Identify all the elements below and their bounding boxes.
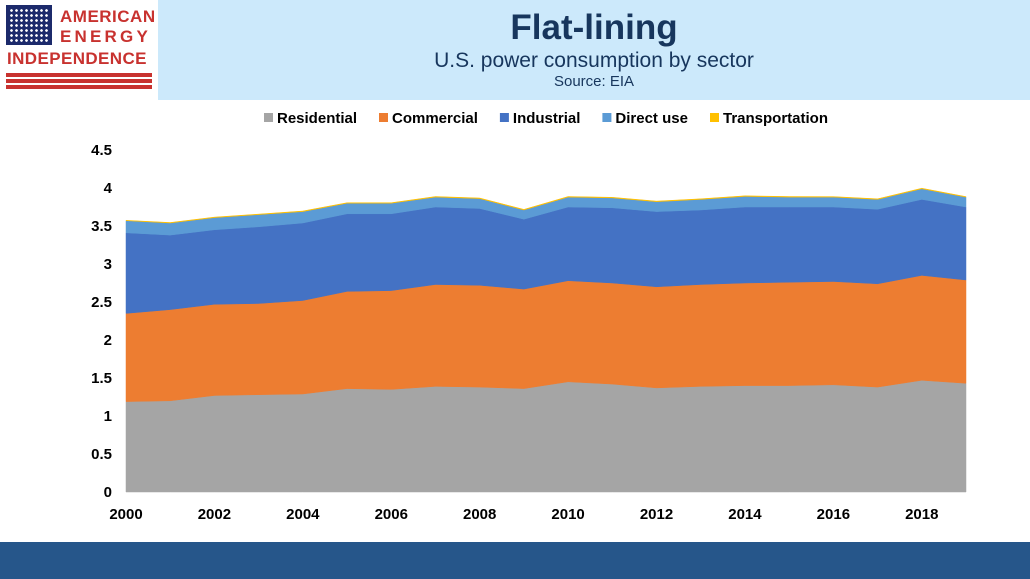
y-tick-label: 1.5 bbox=[91, 370, 112, 387]
y-tick-label: 0.5 bbox=[91, 446, 112, 463]
chart-areas bbox=[125, 187, 967, 493]
legend-item-industrial: Industrial bbox=[499, 110, 581, 127]
legend-label: Commercial bbox=[392, 110, 478, 127]
legend-swatch bbox=[602, 113, 612, 122]
y-tick-label: 4.5 bbox=[91, 142, 112, 159]
y-tick-label: 4 bbox=[104, 180, 113, 197]
x-tick-label: 2006 bbox=[375, 506, 408, 523]
x-tick-label: 2004 bbox=[286, 506, 320, 523]
logo-line-3: INDEPENDENCE bbox=[7, 49, 147, 68]
x-tick-label: 2008 bbox=[463, 506, 496, 523]
chart-legend: Residential Commercial Industrial Direct us… bbox=[264, 110, 828, 127]
legend-item-residential: Residential bbox=[264, 110, 357, 127]
legend-label: Industrial bbox=[513, 110, 581, 127]
logo-line-1: AMERICAN bbox=[60, 7, 156, 26]
stacked-area-chart: Residential Commercial Industrial Direct us… bbox=[91, 110, 967, 523]
x-tick-label: 2012 bbox=[640, 506, 673, 523]
legend-item-transportation: Transportation bbox=[710, 110, 828, 127]
y-tick-label: 2.5 bbox=[91, 294, 112, 311]
page-subtitle: U.S. power consumption by sector bbox=[434, 49, 754, 72]
legend-swatch bbox=[264, 113, 273, 122]
source-note: Source: EIA bbox=[553, 73, 635, 90]
legend-swatch bbox=[499, 113, 509, 122]
flag-icon bbox=[6, 5, 52, 45]
x-tick-label: 2018 bbox=[905, 506, 938, 523]
x-tick-label: 2000 bbox=[109, 506, 142, 523]
x-tick-label: 2002 bbox=[198, 506, 231, 523]
header-band bbox=[158, 0, 1030, 100]
legend-item-direct-use: Direct use bbox=[602, 110, 688, 127]
legend-item-commercial: Commercial bbox=[379, 110, 478, 127]
area-transportation bbox=[125, 187, 967, 224]
footer-bar bbox=[0, 542, 1030, 579]
legend-swatch bbox=[710, 113, 719, 122]
y-tick-label: 0 bbox=[104, 484, 112, 501]
logo-line-2: ENERGY bbox=[60, 27, 151, 46]
x-tick-label: 2016 bbox=[817, 506, 850, 523]
area-residential bbox=[125, 380, 967, 493]
x-tick-label: 2014 bbox=[728, 506, 762, 523]
legend-label: Direct use bbox=[615, 110, 688, 127]
page-title: Flat-lining bbox=[510, 8, 678, 47]
logo: AMERICAN ENERGY INDEPENDENCE bbox=[6, 5, 156, 95]
logo-stripes bbox=[6, 73, 152, 93]
legend-label: Transportation bbox=[723, 110, 828, 127]
y-tick-label: 2 bbox=[104, 332, 112, 349]
y-axis: 0 0.5 1 1.5 2 2.5 3 3.5 4 4.5 bbox=[91, 142, 113, 501]
x-tick-label: 2010 bbox=[551, 506, 584, 523]
header: AMERICAN ENERGY INDEPENDENCE Flat-lining… bbox=[0, 0, 1030, 100]
y-tick-label: 3.5 bbox=[91, 218, 112, 235]
y-tick-label: 1 bbox=[104, 408, 112, 425]
legend-swatch bbox=[379, 113, 388, 122]
x-axis: 2000 2002 2004 2006 2008 2010 2012 2014 2016 2018 bbox=[109, 506, 938, 523]
y-tick-label: 3 bbox=[104, 256, 112, 273]
legend-label: Residential bbox=[277, 110, 357, 127]
